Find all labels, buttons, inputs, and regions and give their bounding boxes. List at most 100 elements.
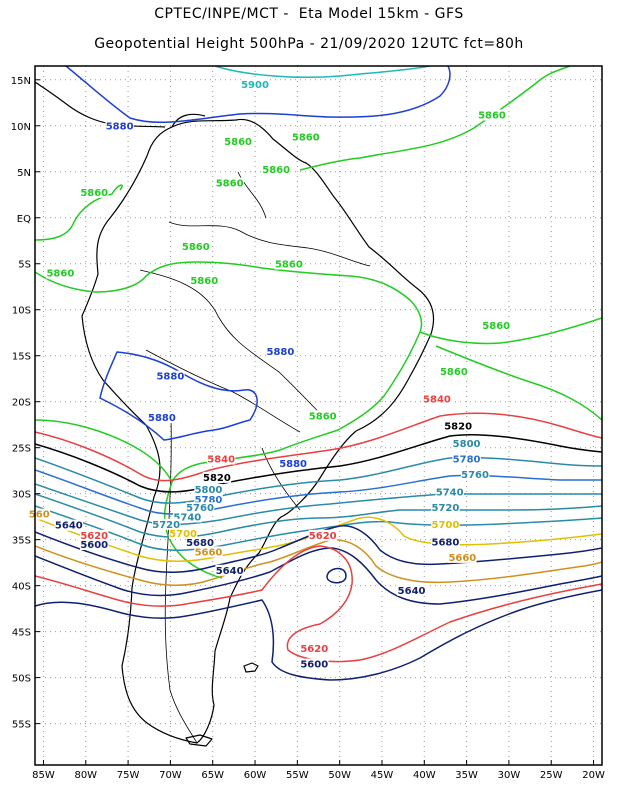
border-6: [237, 171, 267, 219]
contour-label-bg: [240, 79, 270, 91]
contour-label-bg: [215, 564, 244, 576]
contour-label: 5740: [436, 488, 464, 499]
contour-label-bg: [482, 320, 511, 332]
lat-tick-label: 10S: [12, 306, 31, 317]
contour-label: 5860: [440, 367, 468, 378]
contour-5860-d: [299, 66, 571, 171]
contour-label: 5620: [309, 531, 337, 542]
lat-tick-label: 55S: [12, 720, 31, 731]
lon-tick-label: 70W: [159, 770, 182, 781]
central-america: [35, 81, 166, 128]
contour-label-bg: [439, 366, 469, 378]
contour-label-bg: [206, 453, 236, 465]
lat-tick-label: 15S: [12, 352, 31, 363]
contour-label-bg: [54, 519, 84, 531]
lat-tick-label: 10N: [11, 122, 31, 133]
contour-label-bg: [147, 412, 177, 424]
lon-tick-label: 65W: [201, 770, 224, 781]
contour-label: 5760: [186, 503, 214, 514]
contour-5860-b: [35, 261, 423, 333]
contour-label: 560: [29, 510, 50, 521]
lon-tick-label: 35W: [455, 770, 478, 781]
contour-label-bg: [173, 511, 202, 523]
contour-label-bg: [185, 502, 215, 514]
contour-label: 5640: [55, 521, 83, 532]
plot-frame: [34, 65, 603, 766]
contour-label-bg: [435, 486, 464, 498]
continent-outlines: [35, 81, 435, 747]
contour-label: 5860: [482, 321, 510, 332]
contour-label: 5660: [448, 553, 476, 564]
lon-tick-label: 40W: [413, 770, 436, 781]
contour-label: 5800: [195, 485, 223, 496]
lon-tick-label: 55W: [286, 770, 309, 781]
contour-label-bg: [156, 370, 185, 382]
contour-label-bg: [168, 527, 198, 539]
contour-label-bg: [300, 642, 329, 654]
contour-5800: [35, 456, 602, 504]
contour-label-bg: [422, 393, 452, 405]
contour-label-bg: [274, 258, 304, 270]
contour-label-bg: [431, 518, 460, 530]
tierra-del-fuego: [185, 734, 213, 747]
contour-label-bg: [308, 410, 337, 422]
contour-label: 5860: [262, 165, 290, 176]
contour-label-bg: [477, 109, 507, 121]
contour-5760: [35, 483, 602, 526]
contour-label: 5640: [216, 566, 244, 577]
contour-5860-f: [435, 345, 602, 421]
lon-tick-label: 80W: [74, 770, 97, 781]
contour-label-bg: [431, 536, 460, 548]
contour-label: 5860: [80, 188, 108, 199]
map-title: CPTEC/INPE/MCT - Eta Model 15km - GFS: [154, 6, 464, 22]
caribbean-coast: [171, 113, 206, 128]
contour-label-bg: [80, 539, 109, 551]
contour-label: 5700: [432, 520, 460, 531]
contour-label: 5720: [152, 520, 180, 531]
contour-label: 5840: [207, 454, 235, 465]
contour-label: 5740: [173, 512, 201, 523]
lon-tick-label: 30W: [498, 770, 521, 781]
contour-5680: [35, 525, 602, 574]
lon-tick-label: 25W: [540, 770, 563, 781]
contour-5600: [35, 589, 602, 681]
contour-label-bg: [80, 529, 109, 541]
contour-label-bg: [185, 537, 215, 549]
contour-label: 5900: [241, 80, 269, 91]
falkland-islands: [243, 662, 259, 673]
lat-tick-label: 5S: [18, 260, 31, 271]
contour-label-bg: [266, 345, 295, 357]
contour-5820: [35, 434, 602, 493]
contour-5620: [35, 545, 602, 663]
contour-label: 5780: [453, 454, 481, 465]
contour-label: 5780: [195, 495, 223, 506]
contour-label: 5620: [300, 644, 328, 655]
contour-5740: [35, 493, 602, 538]
lat-tick-label: 45S: [12, 628, 31, 639]
contour-label-bg: [291, 131, 321, 143]
lat-tick-label: 35S: [12, 536, 31, 547]
contour-label-bg: [431, 502, 460, 514]
contour-label: 5680: [186, 538, 214, 549]
contour-label-bg: [278, 458, 308, 470]
contour-label: 5860: [216, 179, 244, 190]
contour-label: 5820: [203, 473, 231, 484]
lat-tick-label: EQ: [17, 214, 31, 225]
lat-tick-label: 30S: [12, 490, 31, 501]
contour-label: 5600: [300, 660, 328, 671]
contour-label-bg: [181, 241, 210, 253]
contour-5860-g: [35, 419, 173, 483]
lat-tick-label: 20S: [12, 398, 31, 409]
contour-5860: [35, 184, 123, 241]
contour-label-bg: [215, 177, 244, 189]
contour-label-bg: [223, 136, 253, 148]
contour-label-bg: [194, 493, 223, 505]
contour-label-bg: [261, 163, 291, 175]
lon-tick-label: 60W: [244, 770, 267, 781]
lon-tick-label: 75W: [117, 770, 140, 781]
contour-label-bg: [80, 186, 109, 198]
contour-label: 5860: [478, 111, 506, 122]
contour-5640: [35, 547, 602, 605]
contour-label: 5700: [169, 529, 197, 540]
contour-label-bg: [46, 267, 75, 279]
